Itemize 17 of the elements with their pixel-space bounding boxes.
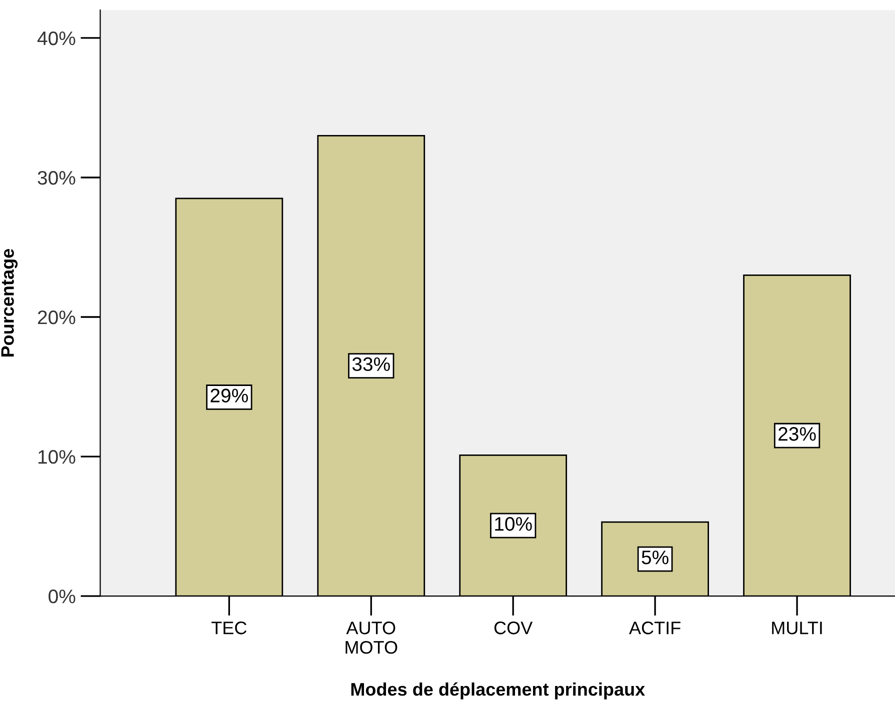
x-tick-label: AUTO MOTO — [346, 622, 398, 654]
x-tick-label: TEC — [212, 622, 247, 634]
x-tick-label: MULTI — [772, 622, 822, 634]
y-tick-label: 10% — [38, 450, 76, 464]
y-tick-label: 0% — [48, 590, 76, 604]
y-axis-title: Pourcentage — [1, 248, 18, 357]
data-label: 23% — [778, 427, 816, 441]
y-tick-label: 20% — [38, 310, 76, 324]
x-tick-label: ACTIF — [629, 622, 680, 634]
y-tick-label: 30% — [38, 170, 76, 185]
x-tick-label: COV — [494, 622, 533, 634]
data-label: 29% — [210, 388, 248, 402]
data-label: 10% — [495, 517, 532, 531]
x-axis-title: Modes de déplacement principaux — [351, 682, 645, 700]
data-label: 33% — [352, 357, 390, 372]
data-label: 5% — [642, 550, 668, 564]
y-tick-label: 40% — [37, 31, 76, 46]
